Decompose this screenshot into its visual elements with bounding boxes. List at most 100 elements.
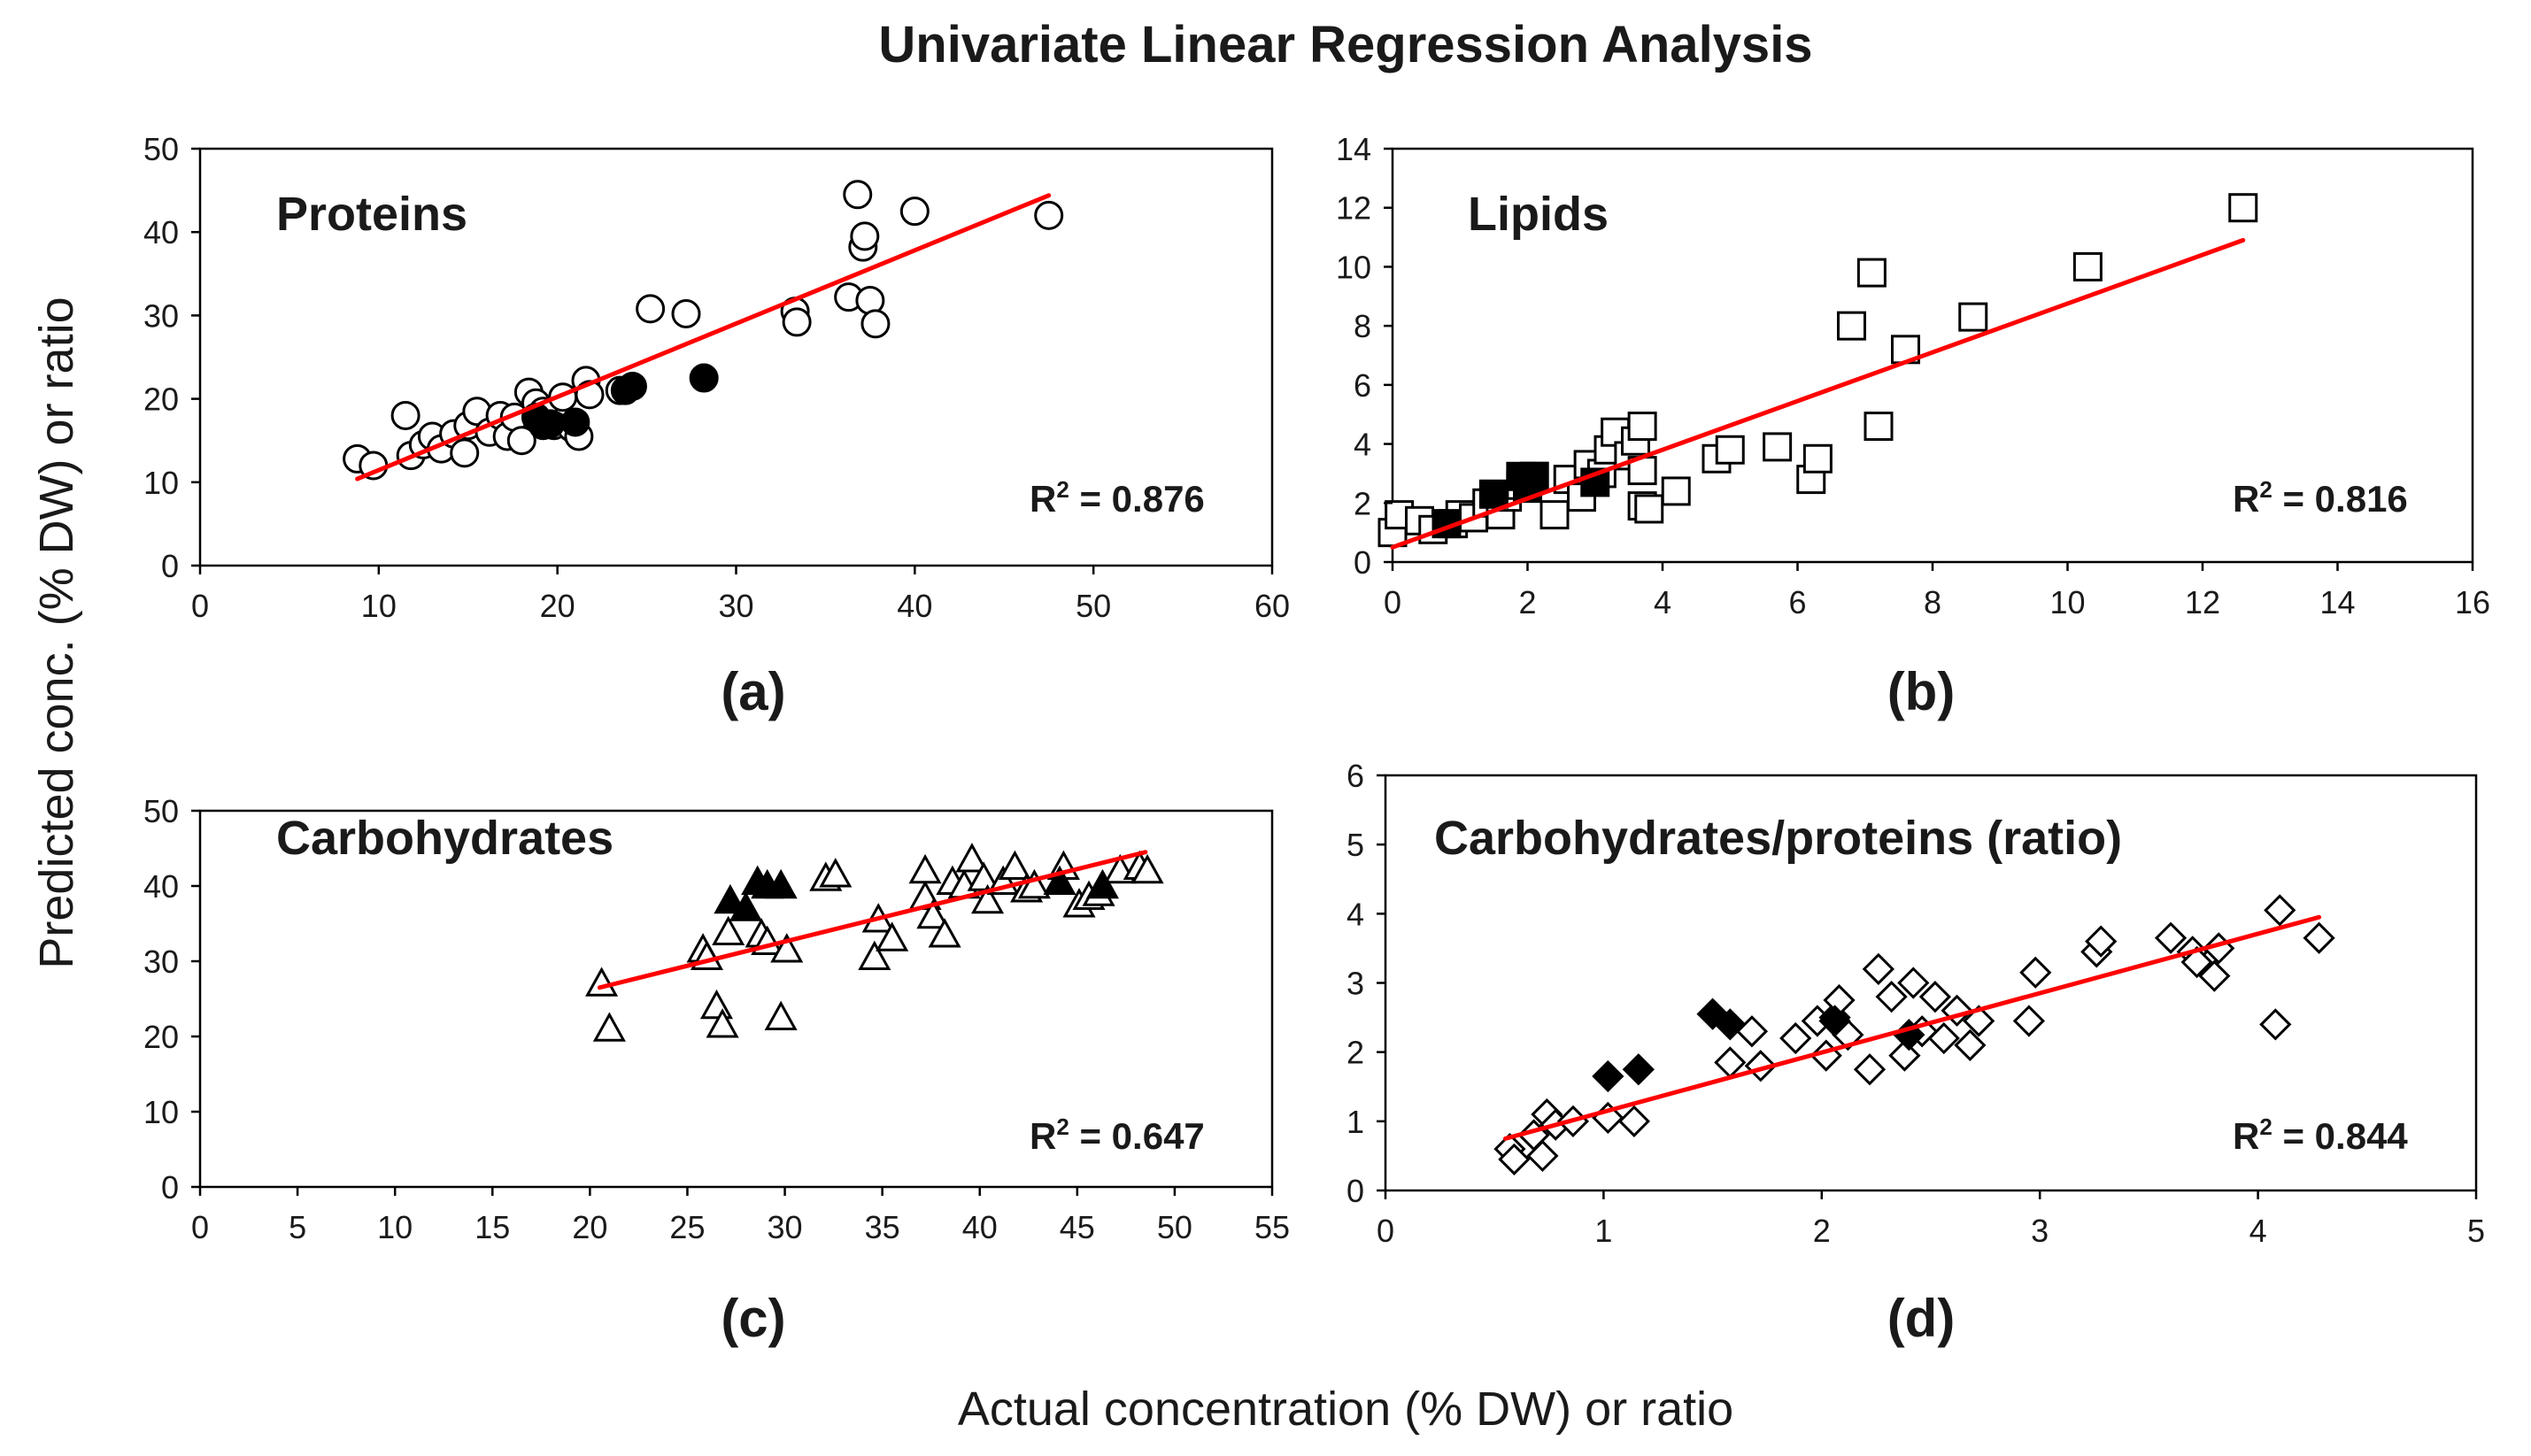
y-tick-label: 10 [143, 1094, 179, 1130]
panel-a: 0 10 20 30 40 50 60 0 10 20 30 40 50 Proteins R2 = 0… [143, 131, 1290, 721]
data-point-solid [1580, 467, 1610, 497]
data-point-open [2019, 956, 2052, 989]
regression-line [1503, 914, 2322, 1141]
x-tick-label: 0 [191, 1209, 209, 1245]
data-point-open [1862, 952, 1894, 985]
y-tick-label: 0 [1347, 1173, 1364, 1209]
data-point-open [2259, 1008, 2292, 1041]
data-point-open [2085, 925, 2118, 958]
panel-name: Proteins [276, 188, 467, 241]
y-tick-label: 3 [1347, 966, 1364, 1002]
y-tick-label: 0 [1354, 544, 1371, 581]
x-tick-label: 1 [1594, 1213, 1612, 1249]
y-tick-label: 14 [1336, 131, 1371, 167]
ticks-layer: 0 1 2 3 4 5 0 1 2 3 4 5 6 [1347, 758, 2485, 1249]
data-point-open [2012, 1005, 2046, 1037]
shared-y-axis-label: Predicted conc. (% DW) or ratio [30, 297, 83, 968]
data-point-open [819, 858, 853, 888]
data-point-open [390, 400, 421, 430]
data-point-open [843, 180, 873, 210]
data-point-solid [1478, 479, 1509, 509]
x-tick-label: 2 [1518, 584, 1536, 620]
y-tick-label: 0 [161, 548, 179, 584]
r-squared-label: R2 = 0.844 [2233, 1113, 2408, 1157]
x-tick-label: 15 [475, 1209, 510, 1245]
data-point-open [1927, 1021, 1960, 1055]
y-tick-label: 50 [143, 131, 179, 167]
data-point-open [2198, 959, 2231, 992]
data-point-open [1539, 500, 1570, 530]
data-point-open [2303, 921, 2335, 954]
x-tick-label: 5 [289, 1209, 306, 1245]
x-tick-label: 40 [962, 1209, 998, 1245]
data-point-open [928, 918, 961, 948]
fit-line-layer [597, 850, 1148, 990]
data-point-open [1856, 258, 1887, 288]
y-tick-label: 6 [1347, 758, 1364, 794]
x-tick-label: 6 [1788, 584, 1806, 620]
data-point-open [1802, 443, 1833, 474]
data-point-solid [1818, 1005, 1851, 1037]
y-tick-label: 30 [143, 297, 179, 334]
x-tick-label: 0 [1377, 1213, 1394, 1249]
y-tick-label: 2 [1354, 485, 1371, 521]
data-point-open [1864, 412, 1894, 442]
data-point-open [1526, 1139, 1559, 1173]
x-tick-label: 4 [2249, 1213, 2267, 1249]
x-tick-label: 0 [1384, 584, 1401, 620]
data-point-open [2072, 251, 2103, 281]
x-tick-label: 35 [865, 1209, 900, 1245]
data-point-open [1853, 1053, 1887, 1086]
data-point-solid [560, 407, 590, 437]
fit-line-layer [1503, 914, 2322, 1141]
ticks-layer: 0 2 4 6 8 10 12 14 16 0 2 4 6 8 10 12 14 [1336, 131, 2490, 620]
x-tick-label: 10 [377, 1209, 413, 1245]
points-layer [1493, 894, 2335, 1175]
y-tick-label: 40 [143, 868, 179, 905]
data-point-solid [1085, 868, 1119, 899]
data-point-open [1837, 311, 1866, 341]
data-point-open [1954, 1028, 1987, 1061]
data-point-open [970, 883, 1005, 914]
data-point-open [1918, 981, 1952, 1013]
y-tick-label: 4 [1354, 427, 1371, 463]
data-point-open [899, 196, 930, 227]
r-squared-label: R2 = 0.816 [2233, 476, 2408, 520]
data-point-open [858, 940, 891, 971]
data-point-open [1617, 1105, 1651, 1137]
data-point-open [1779, 1021, 1812, 1055]
data-point-open [998, 850, 1031, 881]
data-point-open [860, 309, 891, 339]
x-tick-label: 5 [2467, 1213, 2485, 1249]
panel-label: (b) [1887, 662, 1956, 721]
x-tick-label: 16 [2455, 584, 2490, 620]
data-point-open [1715, 435, 1745, 465]
x-tick-label: 30 [768, 1209, 803, 1245]
x-tick-label: 50 [1076, 588, 1111, 624]
panel-c: 0 5 10 15 20 25 30 35 40 45 50 55 0 10 20 30 40 50 Carboh… [143, 793, 1290, 1348]
data-point-open [850, 221, 880, 251]
x-tick-label: 30 [718, 588, 753, 624]
panel-d: 0 1 2 3 4 5 0 1 2 3 4 5 6 Carbohydrates/proteins (ra… [1347, 758, 2485, 1348]
data-point-solid [1043, 865, 1076, 896]
regression-line [597, 850, 1148, 990]
x-tick-label: 12 [2185, 584, 2220, 620]
data-point-solid [764, 868, 798, 899]
x-tick-label: 4 [1654, 584, 1671, 620]
x-tick-label: 50 [1157, 1209, 1192, 1245]
x-tick-label: 20 [540, 588, 575, 624]
data-point-open [450, 438, 480, 468]
data-point-open [1661, 476, 1691, 506]
data-point-open [1897, 967, 1930, 999]
data-point-open [1627, 412, 1657, 442]
y-tick-label: 50 [143, 793, 179, 829]
data-point-open [955, 843, 989, 873]
data-point-open [1498, 1143, 1531, 1175]
panel-name: Carbohydrates [276, 812, 613, 865]
y-tick-label: 10 [1336, 249, 1371, 285]
x-tick-label: 20 [572, 1209, 607, 1245]
x-tick-label: 0 [191, 588, 209, 624]
data-point-open [770, 933, 804, 963]
data-point-solid [689, 363, 719, 393]
data-point-open [671, 299, 701, 329]
